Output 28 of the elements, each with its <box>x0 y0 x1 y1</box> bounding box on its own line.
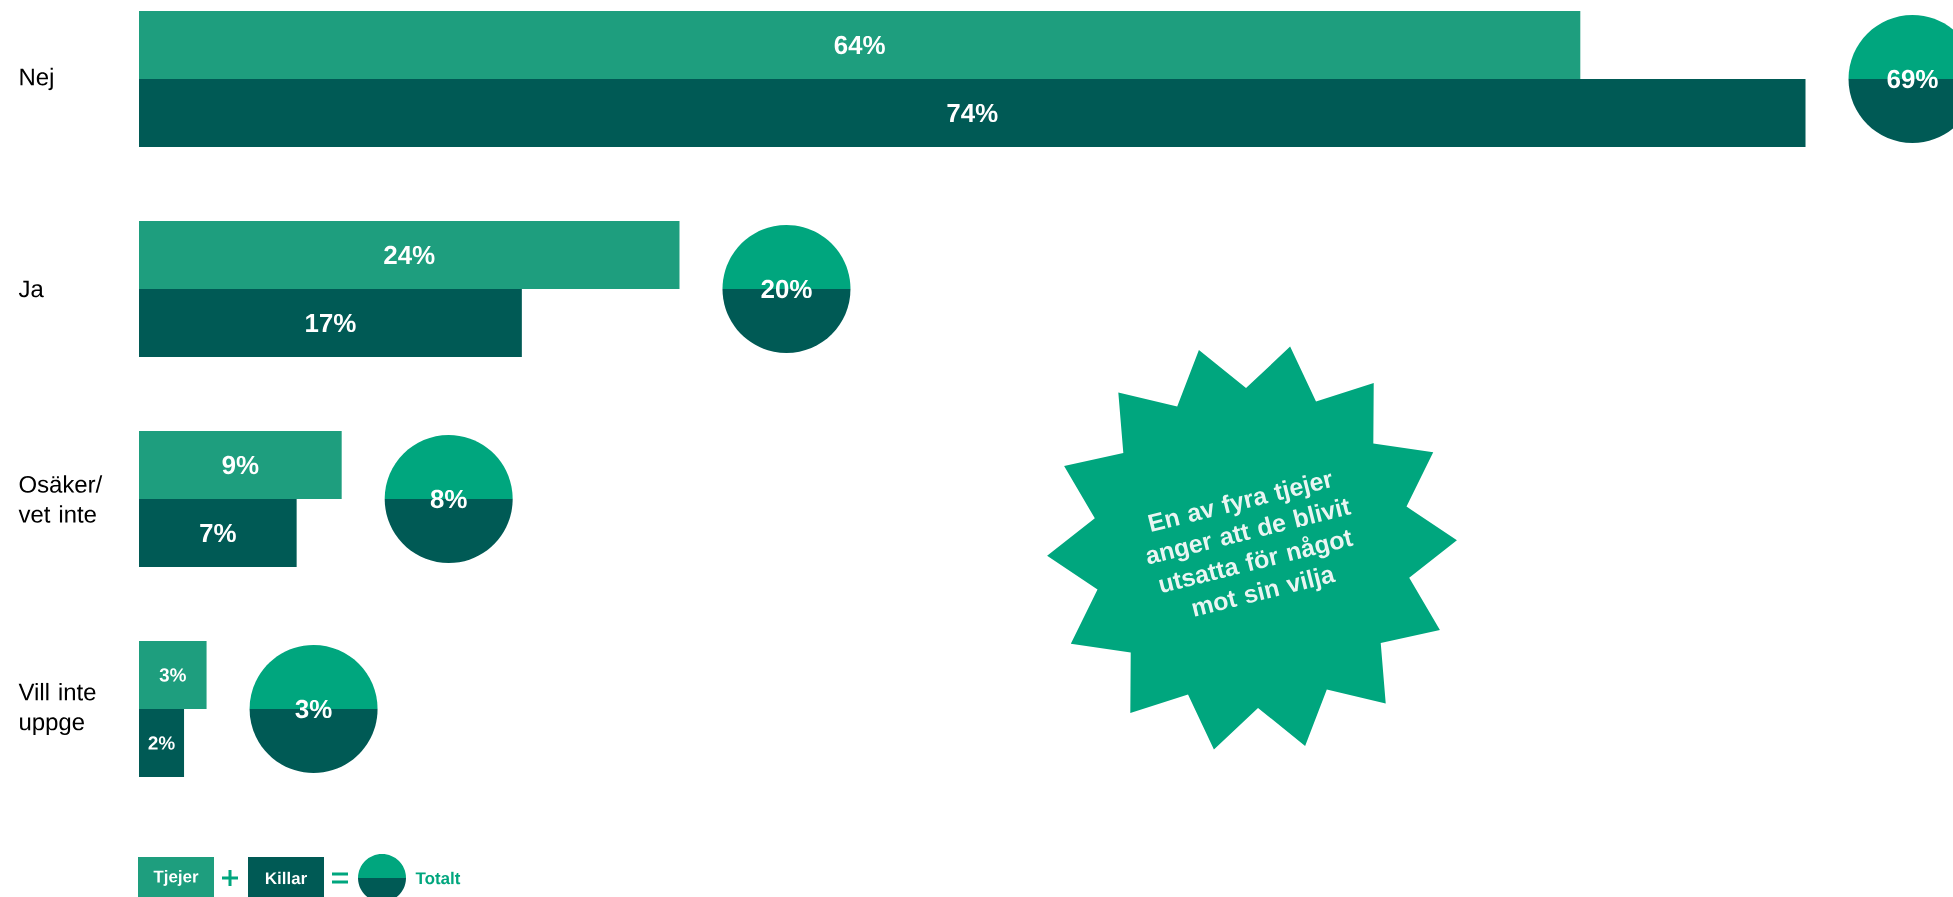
annotation: 8% <box>430 489 467 509</box>
bar <box>139 79 1806 148</box>
annotation: 20% <box>761 279 812 299</box>
text: Totalt <box>415 871 461 885</box>
data-label: 7% <box>200 523 236 543</box>
bar <box>139 221 680 290</box>
data-label: 64% <box>834 35 885 55</box>
data-label: 17% <box>306 313 356 333</box>
annotation: 3% <box>295 699 332 719</box>
text: 69% <box>1887 69 1938 89</box>
data-label: 2% <box>148 736 175 750</box>
y-tick-label: Osäker/ vet inte <box>18 475 103 523</box>
bar <box>139 289 522 358</box>
bar <box>139 499 297 568</box>
y-tick-label: Ja <box>18 280 44 298</box>
text: Tjejer <box>153 870 199 886</box>
y-tick-label: Nej <box>20 67 53 91</box>
text: Killar <box>265 871 307 885</box>
bar <box>139 431 342 500</box>
bar <box>139 11 1581 80</box>
bar <box>139 641 207 710</box>
data-label: 9% <box>222 455 259 475</box>
data-label: 24% <box>384 245 435 265</box>
bar <box>139 709 185 778</box>
data-label: 74% <box>947 103 998 123</box>
y-tick-label: Vill inte uppge <box>18 682 96 736</box>
data-label: 3% <box>159 668 186 682</box>
annotation: En av fyra tjejer anger att de blivit utsatta för något mot sin vilja <box>1146 473 1354 617</box>
